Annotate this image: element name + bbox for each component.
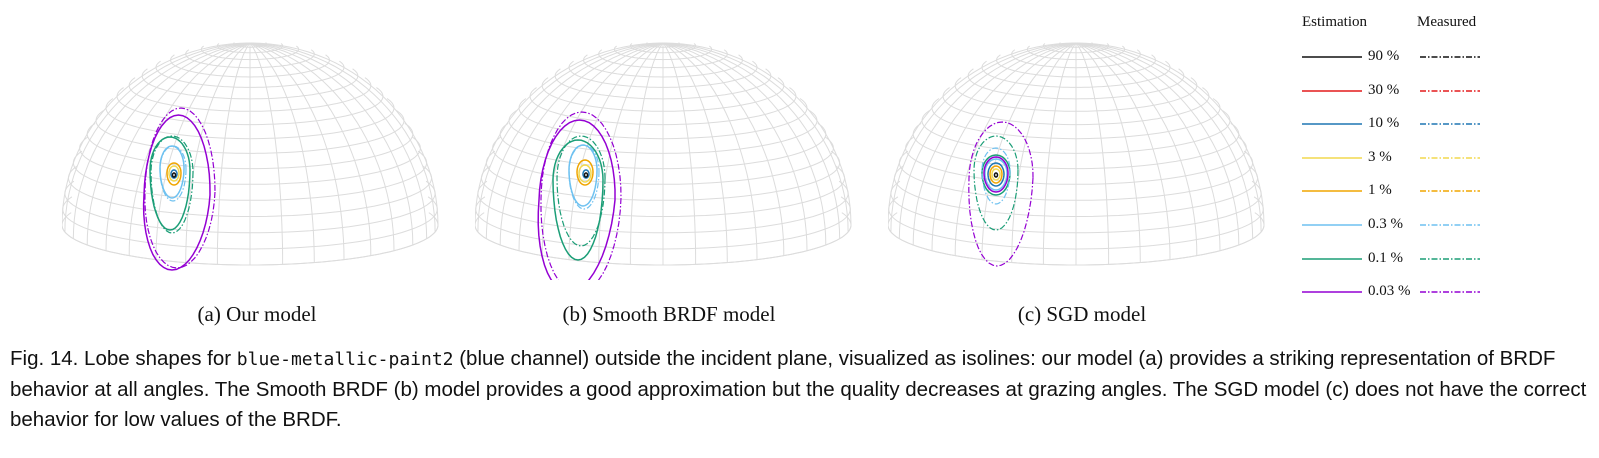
legend-measured-line	[1420, 190, 1480, 193]
legend-measured-line	[1420, 224, 1480, 226]
isoline	[989, 165, 1003, 184]
isoline	[973, 135, 1019, 231]
legend-estimation-line	[1302, 190, 1362, 193]
isoline	[150, 135, 194, 234]
figure-caption: Fig. 14. Lobe shapes for blue-metallic-p…	[10, 344, 1590, 435]
legend-label: 0.03 %	[1368, 283, 1411, 300]
legend-label: 1 %	[1368, 182, 1392, 199]
legend-measured-line	[1420, 157, 1480, 159]
legend-label: 90 %	[1368, 48, 1400, 64]
isoline	[149, 136, 191, 231]
wireframe-grid	[888, 42, 1265, 266]
isoline	[576, 159, 594, 186]
legend-entry: 0.1 %	[1300, 250, 1599, 270]
isoline	[968, 121, 1034, 267]
legend-measured-line	[1420, 291, 1480, 293]
legend-header-measured: Measured	[1417, 14, 1477, 30]
legend-label: 0.3 %	[1368, 216, 1403, 232]
isoline	[582, 169, 590, 179]
isoline	[578, 164, 592, 183]
legend-estimation-line	[1302, 291, 1362, 293]
legend-measured-line	[1420, 123, 1480, 125]
hemisphere-plot-c	[888, 42, 1265, 267]
isolines	[142, 107, 216, 271]
caption-prefix: Fig. 14. Lobe shapes for	[10, 347, 237, 370]
figure-14: (a) Our model (b) Smooth BRDF model (c) …	[62, 10, 1599, 326]
isolines	[968, 121, 1034, 267]
subcaption-c: (c) SGD model	[1017, 302, 1147, 326]
isoline	[984, 158, 1008, 191]
legend-entry: 1 %	[1300, 182, 1599, 202]
legend-estimation-line	[1302, 257, 1362, 260]
legend-estimation-line	[1302, 156, 1362, 159]
isoline	[171, 172, 177, 178]
legend-entry: 90 %	[1300, 48, 1599, 68]
legend-estimation-line	[1302, 89, 1362, 92]
isoline	[540, 111, 622, 280]
legend-label: 0.1 %	[1368, 249, 1403, 266]
isoline	[537, 119, 616, 280]
isoline	[987, 162, 1005, 187]
legend-entry: 10 %	[1300, 115, 1599, 135]
isoline	[144, 107, 216, 269]
legend-estimation-line	[1302, 224, 1362, 226]
caption-material-name: blue-metallic-paint2	[236, 349, 454, 370]
legend-label: 30 %	[1368, 81, 1400, 98]
wireframe-grid	[62, 42, 439, 266]
legend-label: 10 %	[1368, 115, 1400, 132]
hemisphere-plot-a	[62, 42, 439, 271]
legend-measured-line	[1420, 257, 1480, 260]
legend-entry: 3 %	[1300, 149, 1599, 169]
legend-measured-line	[1420, 89, 1480, 92]
subcaption-a: (a) Our model	[197, 302, 317, 326]
isoline	[568, 144, 598, 207]
isoline	[166, 162, 182, 186]
isoline	[568, 144, 600, 210]
isoline	[552, 139, 604, 261]
isoline	[991, 168, 1001, 181]
legend-header-estimation: Estimation	[1302, 14, 1367, 30]
legend-estimation-line	[1302, 123, 1362, 125]
hemisphere-plot-b	[475, 42, 852, 280]
caption-text: (blue channel) outside the incident plan…	[10, 347, 1587, 431]
legend-entry: 0.3 %	[1300, 216, 1599, 236]
isoline	[170, 169, 178, 179]
wireframe-grid	[475, 42, 852, 266]
legend-measured-line	[1420, 56, 1480, 58]
isoline	[142, 114, 211, 271]
legend: Estimation Measured 90 % 30 % 10 % 3 % 1 % 0.…	[1300, 10, 1599, 310]
legend-entry: 0.03 %	[1300, 283, 1599, 303]
isoline	[981, 154, 1011, 196]
isolines	[537, 111, 622, 280]
isoline	[159, 145, 187, 202]
isoline	[993, 172, 999, 178]
legend-entry: 30 %	[1300, 82, 1599, 102]
subcaption-b: (b) Smooth BRDF model	[562, 302, 776, 326]
isoline	[556, 135, 606, 247]
legend-estimation-line	[1302, 56, 1362, 58]
legend-label: 3 %	[1368, 148, 1392, 165]
isoline	[168, 165, 180, 182]
isoline	[983, 156, 1009, 193]
isoline	[583, 172, 589, 178]
